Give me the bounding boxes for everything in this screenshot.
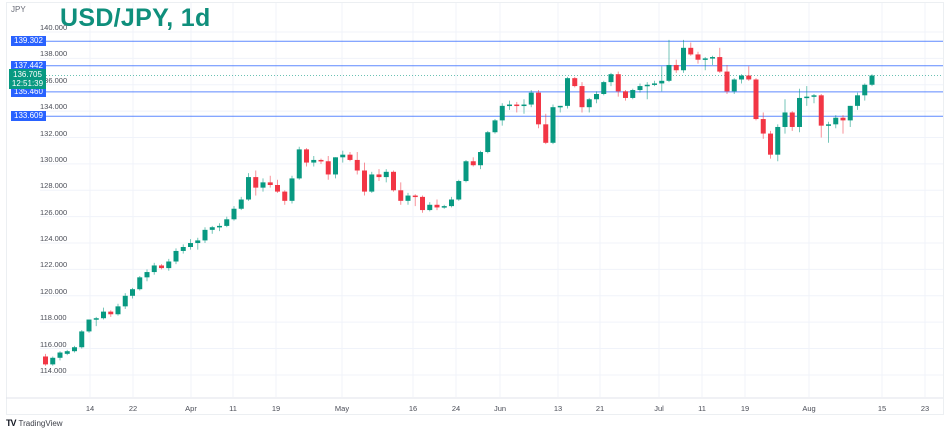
price-level-tag: 139.302	[11, 36, 46, 47]
chart-title: USD/JPY, 1d	[60, 4, 211, 32]
price-tick-label: 120.000	[40, 286, 68, 296]
price-tick-label: 122.000	[40, 260, 68, 270]
time-tick-label: Jun	[493, 404, 507, 413]
price-tick-label: 116.000	[40, 339, 67, 349]
price-tick-label: 128.000	[40, 181, 68, 191]
bar-countdown: 12:51:39	[11, 79, 44, 89]
price-tick-label: 136.000	[40, 75, 68, 85]
time-tick-label: 19	[271, 404, 281, 413]
price-tick-label: 130.000	[40, 154, 68, 164]
current-price-tag: 136.705 12:51:39	[9, 69, 46, 90]
chart-frame	[6, 2, 944, 415]
tradingview-logo-text: TradingView	[18, 418, 63, 428]
time-tick-label: 15	[877, 404, 887, 413]
price-tick-label: 126.000	[40, 207, 68, 217]
candles	[43, 39, 875, 366]
price-tick-label: 118.000	[40, 313, 67, 323]
price-level-tag: 133.609	[11, 111, 46, 122]
time-tick-label: Apr	[185, 404, 197, 413]
price-level-tag: 137.442	[11, 60, 46, 71]
time-tick-label: 16	[408, 404, 418, 413]
price-tick-label: 114.000	[40, 365, 67, 375]
price-tick-label: 124.000	[40, 234, 68, 244]
price-level-tag: 135.460	[11, 86, 46, 97]
time-tick-label: May	[334, 404, 350, 413]
time-tick-label: 21	[595, 404, 605, 413]
current-price-value: 136.705	[13, 70, 42, 80]
time-tick-label: 23	[920, 404, 930, 413]
price-tick-label: 140.000	[40, 23, 68, 32]
time-tick-label: 19	[740, 404, 750, 413]
time-tick-label: Aug	[802, 404, 816, 413]
time-tick-label: 13	[553, 404, 563, 413]
price-tick-label: 138.000	[40, 49, 68, 59]
price-tick-label: 132.000	[40, 128, 68, 138]
time-tick-label: 11	[698, 404, 706, 413]
horizontal-level-lines[interactable]	[40, 40, 943, 117]
time-tick-label: 24	[451, 404, 461, 413]
time-tick-label: 14	[85, 404, 95, 413]
currency-unit-label: JPY	[11, 5, 26, 14]
tradingview-logo[interactable]: TV TradingView	[6, 418, 63, 428]
tradingview-logo-icon: TV	[6, 418, 16, 428]
time-tick-label: Jul	[654, 404, 664, 413]
time-tick-label: 11	[229, 404, 237, 413]
time-tick-label: 22	[128, 404, 138, 413]
price-tick-label: 134.000	[40, 102, 68, 112]
grid-lines	[6, 3, 943, 399]
